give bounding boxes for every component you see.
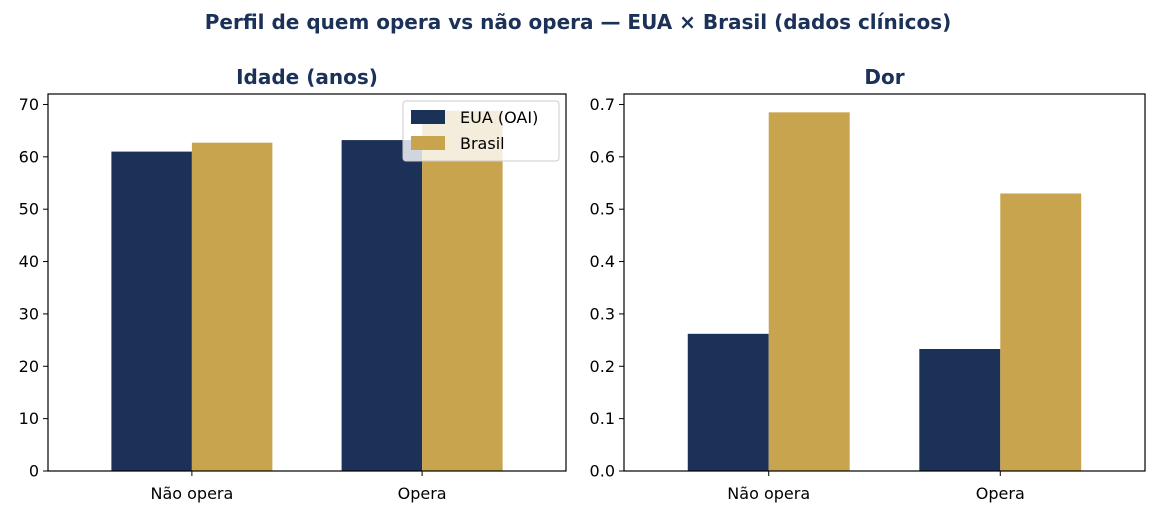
y-tick-label: 0.4 bbox=[590, 252, 615, 271]
panel-title: Idade (anos) bbox=[236, 65, 378, 89]
chart-panel-1: Idade (anos) 0 10 20 30 40 50 60 70 Não opera Oper… bbox=[19, 65, 567, 503]
panel-title: Dor bbox=[864, 65, 904, 89]
bar-eua-1 bbox=[111, 151, 192, 471]
legend-swatch-eua bbox=[411, 110, 445, 124]
axes-frame bbox=[623, 93, 1146, 472]
bar-eua-1 bbox=[687, 333, 769, 471]
y-tick-label: 0.1 bbox=[590, 409, 615, 428]
bar-eua-2 bbox=[919, 348, 1001, 471]
x-tick-label: Não opera bbox=[150, 484, 233, 503]
y-tick-label: 0.7 bbox=[590, 95, 615, 114]
y-tick-label: 0.3 bbox=[590, 304, 615, 323]
figure-title: Perfil de quem opera vs não opera — EUA … bbox=[205, 10, 952, 34]
y-tick-label: 70 bbox=[19, 95, 39, 114]
bar-brasil-2 bbox=[1000, 193, 1082, 471]
bar-brasil-1 bbox=[768, 112, 850, 471]
y-tick-label: 40 bbox=[19, 252, 39, 271]
legend-label-eua: EUA (OAI) bbox=[460, 108, 538, 127]
y-tick-label: 0.0 bbox=[590, 462, 615, 481]
y-tick-label: 50 bbox=[19, 200, 39, 219]
bar-brasil-1 bbox=[191, 142, 273, 471]
y-tick-label: 20 bbox=[19, 357, 39, 376]
y-tick-label: 60 bbox=[19, 147, 39, 166]
y-tick-label: 10 bbox=[19, 409, 39, 428]
x-tick-label: Opera bbox=[398, 484, 447, 503]
axes-frame bbox=[47, 93, 567, 472]
y-tick-label: 30 bbox=[19, 304, 39, 323]
legend-label-brasil: Brasil bbox=[460, 134, 505, 153]
y-tick-label: 0 bbox=[29, 462, 39, 481]
bar-eua-2 bbox=[341, 140, 423, 472]
y-tick-label: 0.6 bbox=[590, 147, 615, 166]
x-tick-label: Não opera bbox=[727, 484, 810, 503]
bar-brasil-2 bbox=[422, 110, 503, 471]
y-tick-label: 0.2 bbox=[590, 357, 615, 376]
chart-panel-2: Dor 0.0 0.1 0.2 0.3 0.4 0.5 0.6 0.7 Não opera Oper… bbox=[590, 65, 1146, 503]
legend-swatch-brasil bbox=[411, 136, 445, 150]
x-tick-label: Opera bbox=[976, 484, 1025, 503]
y-tick-label: 0.5 bbox=[590, 200, 615, 219]
